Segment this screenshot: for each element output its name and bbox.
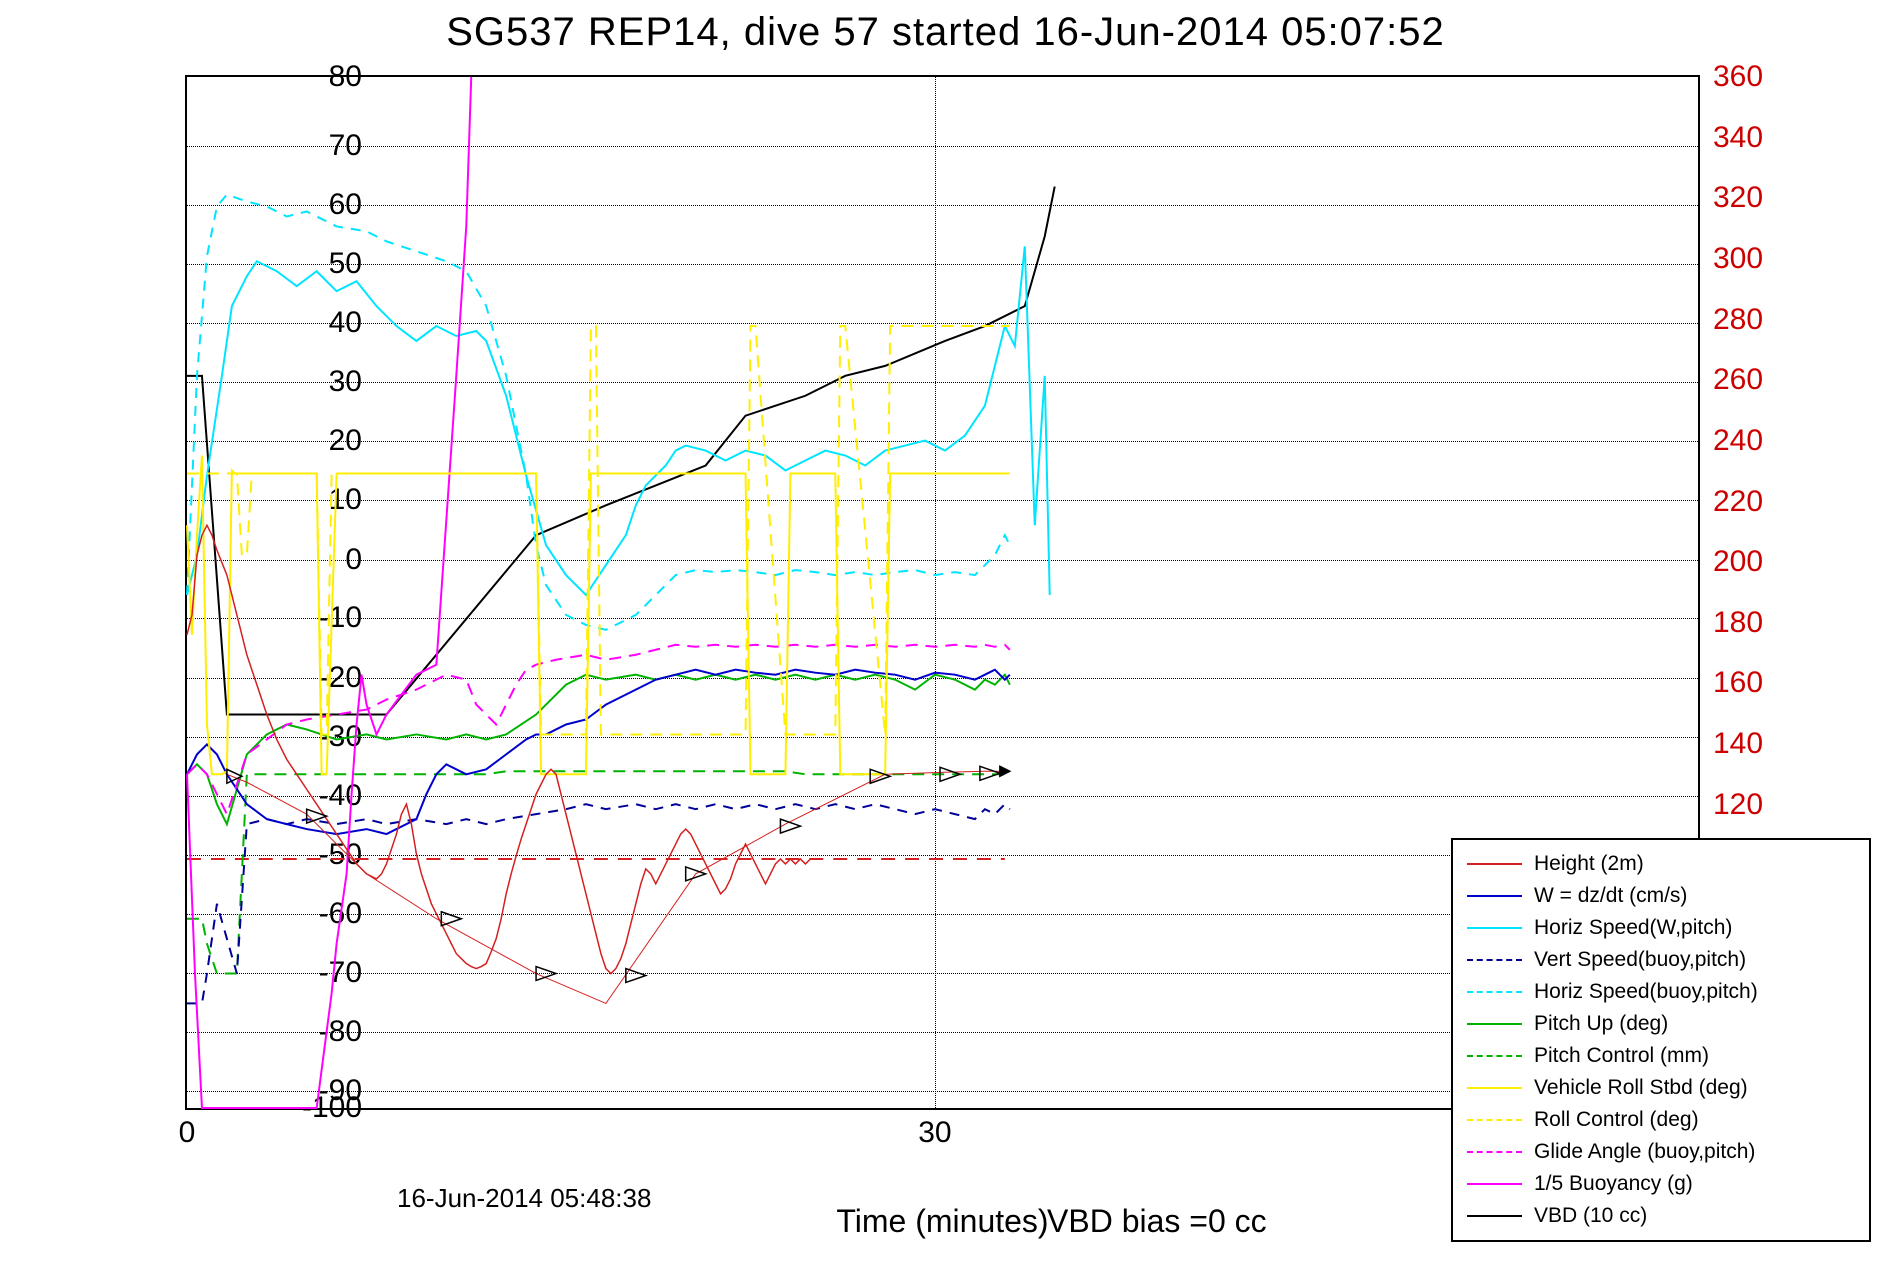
ytick-right-240: 240 — [1713, 424, 1843, 458]
legend-item-vert-speed: Vert Speed(buoy,pitch) — [1467, 944, 1855, 976]
ytick-right-320: 320 — [1713, 181, 1843, 215]
ytick-right-200: 200 — [1713, 545, 1843, 579]
legend-item-horiz-speed-w: Horiz Speed(W,pitch) — [1467, 912, 1855, 944]
xtick-0: 0 — [179, 1116, 196, 1150]
triangle-markers — [227, 766, 1010, 982]
legend-item-pitch-control: Pitch Control (mm) — [1467, 1040, 1855, 1072]
chart-title: SG537 REP14, dive 57 started 16-Jun-2014… — [0, 10, 1891, 55]
ytick-right-360: 360 — [1713, 60, 1843, 94]
ytick-right-300: 300 — [1713, 242, 1843, 276]
ytick-right-280: 280 — [1713, 303, 1843, 337]
ytick-right-260: 260 — [1713, 363, 1843, 397]
ytick-right-140: 140 — [1713, 727, 1843, 761]
legend-item-glide-angle: Glide Angle (buoy,pitch) — [1467, 1136, 1855, 1168]
legend-item-pitch-up: Pitch Up (deg) — [1467, 1008, 1855, 1040]
ytick-right-120: 120 — [1713, 788, 1843, 822]
bottom-left-timestamp: 16-Jun-2014 05:48:38 — [397, 1183, 651, 1214]
ytick-right-180: 180 — [1713, 606, 1843, 640]
legend-item-roll-control: Roll Control (deg) — [1467, 1104, 1855, 1136]
roll-control-line — [187, 326, 1010, 734]
legend-item-horiz-speed-buoy: Horiz Speed(buoy,pitch) — [1467, 976, 1855, 1008]
vbd-line — [187, 187, 1055, 715]
chart-legend: Height (2m) W = dz/dt (cm/s) Horiz Speed… — [1451, 838, 1871, 1242]
roll-stbd-line — [187, 456, 1010, 775]
ytick-right-220: 220 — [1713, 485, 1843, 519]
vbd-bias-label: VBD bias =0 cc — [1047, 1203, 1267, 1240]
vert-speed-buoy-line — [187, 804, 1010, 1003]
height-line — [187, 525, 810, 973]
ytick-right-340: 340 — [1713, 121, 1843, 155]
legend-item-height: Height (2m) — [1467, 848, 1855, 880]
chart-container: SG537 REP14, dive 57 started 16-Jun-2014… — [0, 0, 1891, 1262]
ytick-right-160: 160 — [1713, 666, 1843, 700]
horiz-speed-w-line — [187, 246, 1050, 595]
legend-item-buoyancy: 1/5 Buoyancy (g) — [1467, 1168, 1855, 1200]
legend-item-vbd: VBD (10 cc) — [1467, 1200, 1855, 1232]
x-axis-title: Time (minutes) — [836, 1203, 1048, 1240]
legend-item-roll-stbd: Vehicle Roll Stbd (deg) — [1467, 1072, 1855, 1104]
legend-item-w: W = dz/dt (cm/s) — [1467, 880, 1855, 912]
xtick-30: 30 — [918, 1116, 951, 1150]
